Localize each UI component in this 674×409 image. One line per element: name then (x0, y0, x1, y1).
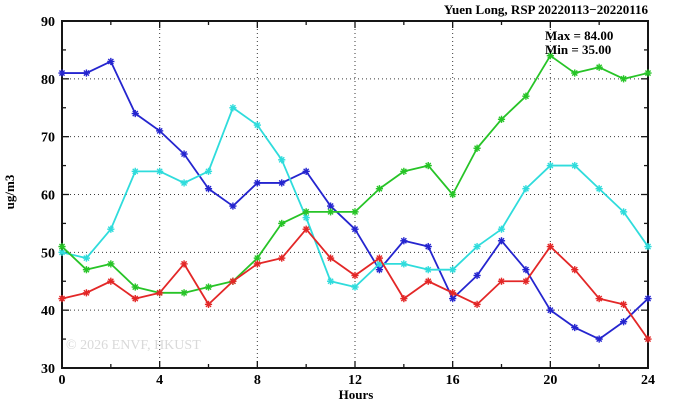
y-axis-label: ug/m3 (2, 174, 17, 210)
y-tick-label: 90 (41, 15, 55, 30)
x-tick-labels: 0 4 8 12 16 20 24 (59, 373, 656, 388)
x-axis-label: Hours (338, 387, 374, 402)
series-blue-markers (58, 57, 652, 343)
series-cyan-markers (58, 104, 652, 291)
x-tick-label: 4 (156, 373, 163, 388)
y-tick-label: 70 (41, 131, 55, 146)
legend-max-label: Max = 84.00 (545, 28, 614, 43)
y-tick-label: 60 (41, 189, 55, 204)
y-tick-label: 30 (41, 362, 55, 377)
series-red (58, 225, 652, 343)
x-tick-label: 8 (254, 373, 261, 388)
x-tick-label: 24 (641, 373, 655, 388)
series-blue (58, 57, 652, 343)
x-tick-label: 12 (348, 373, 362, 388)
x-tick-label: 20 (543, 373, 557, 388)
y-tick-label: 80 (41, 73, 55, 88)
chart-title: Yuen Long, RSP 20220113−20220116 (443, 2, 648, 17)
legend-min-label: Min = 35.00 (545, 42, 612, 57)
y-tick-label: 40 (41, 304, 55, 319)
series-cyan (58, 104, 652, 291)
series-red-markers (58, 225, 652, 343)
x-tick-label: 16 (446, 373, 460, 388)
y-tick-labels: 30 40 50 60 70 80 90 (41, 15, 55, 377)
watermark: © 2026 ENVF, HKUST (66, 338, 201, 353)
gridlines (62, 21, 648, 368)
series-green-markers (58, 52, 652, 297)
x-tick-label: 0 (59, 373, 66, 388)
y-tick-label: 50 (41, 246, 55, 261)
series-green (58, 52, 652, 297)
